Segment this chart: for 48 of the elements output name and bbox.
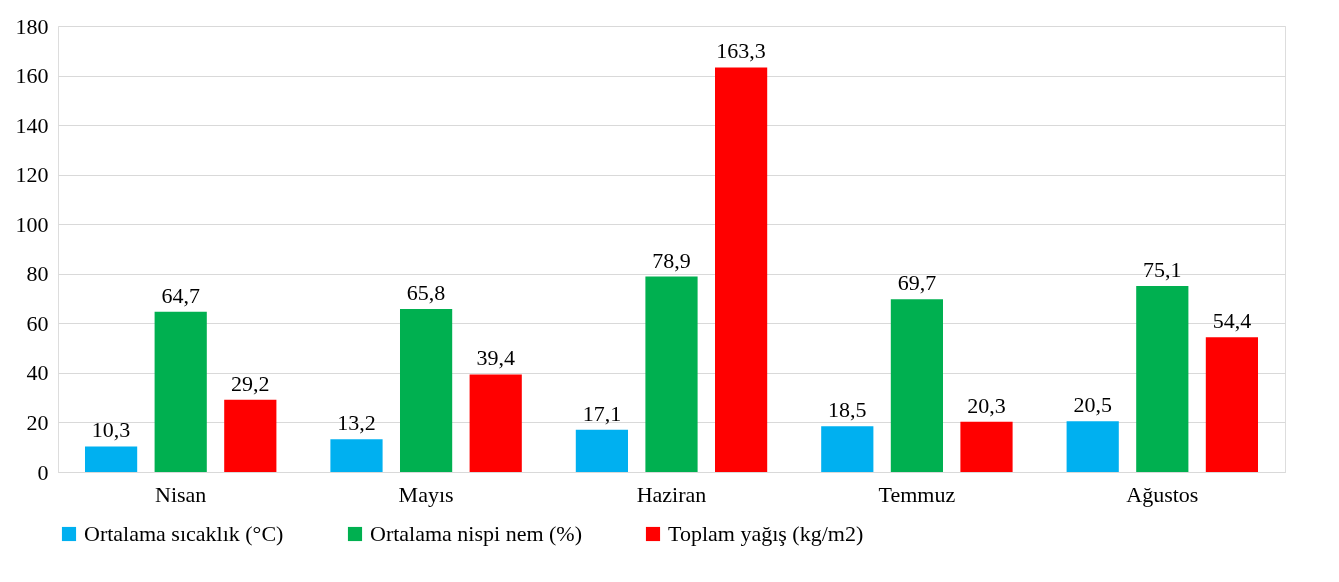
data-label: 75,1 (1143, 256, 1182, 282)
data-label: 65,8 (406, 279, 446, 305)
bar (469, 374, 522, 472)
bar (84, 446, 138, 472)
data-label: 39,4 (476, 345, 515, 371)
x-tick-label: Nisan (155, 481, 207, 507)
data-label: 69,7 (897, 270, 937, 296)
bar (1066, 421, 1119, 472)
bar (715, 67, 768, 472)
data-label: 18,5 (828, 397, 867, 423)
y-tick-label: 180 (15, 13, 49, 39)
legend-label: Ortalama nispi nem (%) (370, 521, 582, 546)
data-label: 64,7 (161, 282, 200, 308)
bar (154, 311, 207, 472)
bar (890, 299, 943, 472)
y-tick-label: 20 (26, 409, 49, 435)
legend-label: Ortalama sıcaklık (°C) (84, 521, 284, 546)
x-tick-label: Temmuz (878, 481, 956, 507)
y-tick-label: 60 (26, 310, 49, 336)
bar (645, 276, 698, 472)
data-label: 17,1 (582, 400, 622, 426)
data-label: 20,5 (1073, 392, 1112, 418)
x-tick-label: Ağustos (1126, 481, 1199, 507)
y-tick-label: 160 (15, 63, 49, 89)
y-tick-label: 0 (37, 459, 49, 485)
data-label: 13,2 (337, 410, 376, 436)
bar (821, 426, 874, 472)
y-tick-label: 100 (15, 211, 49, 237)
data-label: 163,3 (716, 38, 766, 64)
bar (400, 308, 453, 472)
y-tick-label: 40 (26, 360, 49, 386)
data-label: 20,3 (967, 392, 1006, 418)
y-tick-label: 140 (15, 112, 49, 138)
y-tick-label: 80 (26, 261, 49, 287)
data-label: 10,3 (91, 417, 131, 443)
legend-label: Toplam yağış (kg/m2) (668, 521, 864, 546)
bar (1136, 285, 1189, 472)
bar (1205, 337, 1259, 472)
x-tick-label: Haziran (636, 481, 707, 507)
x-tick-label: Mayıs (398, 481, 454, 507)
bar (575, 429, 628, 472)
y-tick-label: 120 (15, 162, 49, 188)
data-label: 54,4 (1212, 308, 1252, 334)
data-label: 29,2 (231, 370, 270, 396)
bar (960, 421, 1013, 472)
data-label: 78,9 (652, 247, 691, 273)
bar (330, 439, 383, 472)
bar (224, 399, 277, 472)
